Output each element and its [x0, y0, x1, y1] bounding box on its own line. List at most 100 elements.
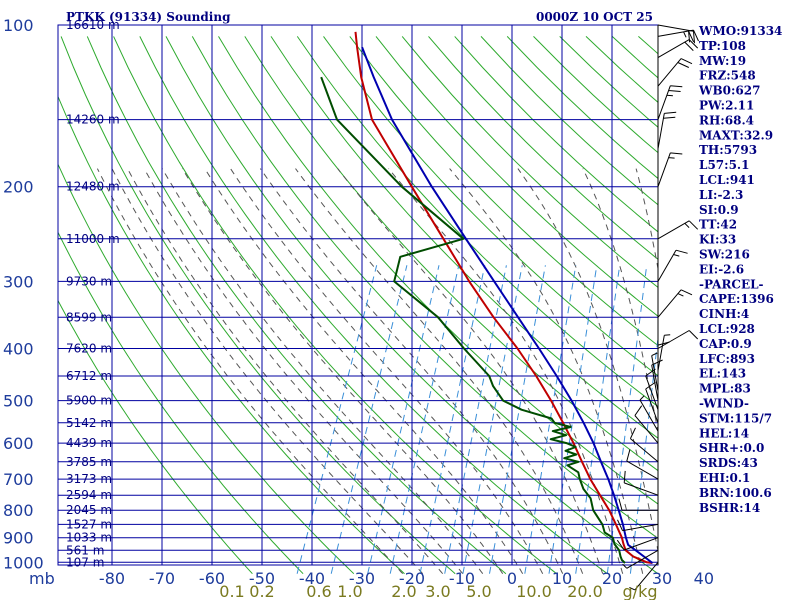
pressure-tick-label: 400 [3, 340, 34, 359]
wind-barb [657, 39, 699, 59]
mixing-ratio-labels: 0.1 0.2 0.6 1.0 2.0 3.0 5.0 10.0 20.0 g/kg [219, 582, 657, 600]
dry-adiabat-line [349, 36, 658, 347]
mixing-ratio-line [629, 333, 658, 574]
temperature-tick-label: 20 [602, 569, 622, 588]
dewpoint-line [320, 76, 626, 564]
wind-barb [617, 519, 659, 532]
index-entry: FRZ:548 [699, 69, 756, 83]
pressure-tick-label: 800 [3, 501, 34, 520]
index-list: WMO:91334TP:108MW:19FRZ:548WB0:627PW:2.1… [698, 24, 782, 515]
dry-adiabat-line [165, 36, 658, 575]
dry-adiabat-line [58, 231, 304, 575]
moist-adiabat-line [143, 168, 464, 575]
mixing-ratio-line [444, 265, 507, 574]
moist-adiabat-line [259, 168, 564, 574]
height-label: 8599 m [66, 310, 112, 324]
wind-barb [657, 249, 688, 282]
temperature-tick-label: -30 [349, 569, 375, 588]
height-label: 2594 m [66, 488, 112, 502]
dry-adiabat-line [218, 36, 658, 505]
height-label: 6712 m [66, 369, 112, 383]
mixing-ratio-line [367, 265, 440, 574]
temperature-tick-label: -50 [249, 569, 275, 588]
index-entry: SW:216 [699, 248, 750, 262]
index-entry: WB0:627 [698, 84, 760, 98]
parcel-line [361, 46, 654, 564]
dry-adiabat-line [191, 36, 658, 539]
height-label: 14260 m [66, 113, 120, 127]
temperature-tick-label: -80 [99, 569, 125, 588]
index-entry: EI:-2.6 [699, 262, 744, 276]
temperature-tick-label: 0 [507, 569, 517, 588]
moist-adiabat-line [96, 168, 404, 575]
index-entry: EHI:0.1 [699, 471, 750, 485]
pressure-tick-label: 200 [3, 178, 34, 197]
wind-barb [618, 498, 658, 511]
temperature-tick-label: -60 [199, 569, 225, 588]
index-entry: CAP:0.9 [699, 337, 752, 351]
pressure-tick-label: 500 [3, 392, 34, 411]
x-unit-label: mb [29, 569, 55, 588]
index-entry: RH:68.4 [699, 113, 754, 127]
mixing-ratio-label: 2.0 [391, 582, 416, 600]
index-entry: MPL:83 [699, 382, 751, 396]
index-entry: EL:143 [699, 367, 746, 381]
mixing-ratio-lines [296, 265, 658, 574]
valid-time: 0000Z 10 OCT 25 [536, 10, 653, 24]
station-title: PTKK (91334) Sounding [66, 10, 231, 24]
temperature-tick-label: -10 [449, 569, 475, 588]
pressure-tick-label: 900 [3, 529, 34, 548]
height-label: 561 m [66, 543, 104, 557]
pressure-labels: 100 200 300 400 500 600 700 800 900 1000 [3, 16, 44, 572]
index-entry: LCL:928 [699, 322, 755, 336]
index-entry: BRN:100.6 [699, 486, 772, 500]
wind-barb [657, 111, 677, 149]
height-label: 12480 m [66, 180, 120, 194]
index-entry: LFC:893 [699, 352, 755, 366]
index-entry: L57:5.1 [699, 158, 749, 172]
height-label: 1033 m [66, 531, 112, 545]
wind-barb [616, 537, 659, 551]
dry-adiabat-line [113, 36, 557, 575]
index-entry: CAPE:1396 [699, 292, 774, 306]
index-entry: TT:42 [699, 218, 737, 232]
dry-adiabat-line [323, 36, 658, 377]
wind-barb [629, 561, 659, 591]
mixing-ratio-label: 0.6 [306, 582, 331, 600]
height-label: 7620 m [66, 342, 112, 356]
height-labels: 16610 m 14260 m 12480 m 11000 m 9730 m 8599 m… [66, 18, 120, 569]
dry-adiabat-line [58, 95, 405, 575]
dry-adiabat-line [244, 36, 658, 472]
wind-barb [657, 289, 693, 318]
height-label: 3173 m [66, 472, 112, 486]
height-label: 5142 m [66, 416, 112, 430]
height-label: 4439 m [66, 436, 112, 450]
index-entry: BSHR:14 [699, 501, 760, 515]
mixing-ratio-line [462, 265, 523, 574]
mixing-ratio-label: 5.0 [466, 582, 491, 600]
mixing-ratio-line [489, 265, 546, 574]
temperature-tick-label: -20 [399, 569, 425, 588]
moist-adiabat-line [230, 168, 544, 574]
moist-adiabat-line [449, 168, 644, 574]
wind-barb [657, 152, 683, 187]
moist-adiabat-line [517, 168, 658, 553]
wind-barb [626, 449, 659, 480]
moist-adiabat-line [582, 168, 658, 435]
wind-barb [657, 220, 699, 240]
index-entry: STM:115/7 [699, 411, 772, 425]
mixing-ratio-line [524, 265, 577, 574]
sounding-series [320, 31, 654, 564]
height-label: 5900 m [66, 394, 112, 408]
wind-barb [657, 58, 693, 87]
index-entry: HEL:14 [699, 426, 749, 440]
dry-adiabats [58, 36, 658, 575]
height-label: 1527 m [66, 517, 112, 531]
wind-barb [651, 352, 659, 392]
height-label: 16610 m [66, 18, 120, 32]
wind-barb [657, 24, 695, 44]
dry-adiabat-line [58, 163, 355, 575]
index-entry: MW:19 [699, 54, 746, 68]
mixing-ratio-label: 20.0 [567, 582, 603, 600]
mixing-ratio-label: 10.0 [516, 582, 552, 600]
